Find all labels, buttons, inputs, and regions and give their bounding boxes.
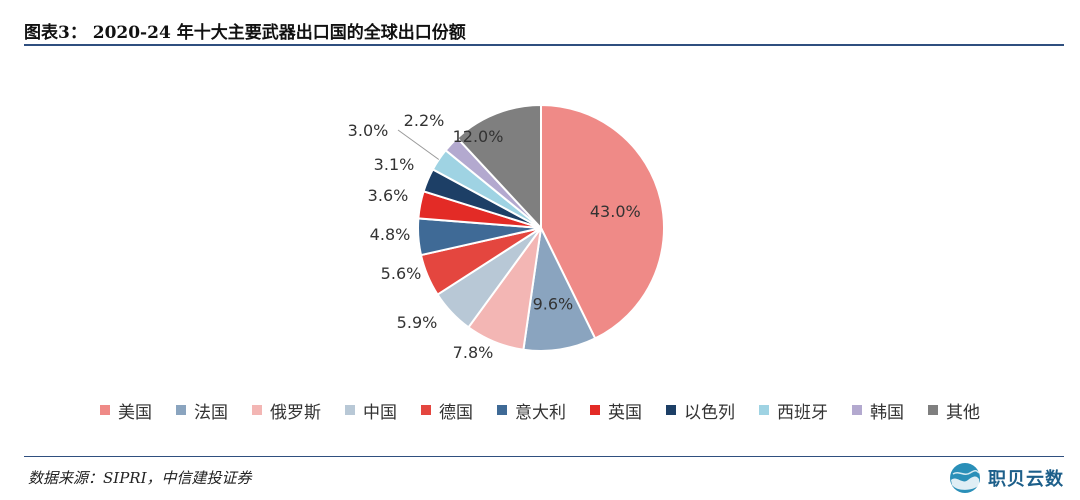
legend-item: 英国 [590,398,642,423]
data-label: 4.8% [370,225,411,244]
legend-item: 韩国 [852,398,904,423]
legend-label: 美国 [118,402,152,423]
data-label: 9.6% [533,294,574,313]
legend-label: 意大利 [515,402,566,423]
legend-swatch [421,405,431,415]
brand-logo: 职贝云数 [948,461,1064,495]
data-label: 5.9% [397,313,438,332]
legend-item: 德国 [421,398,473,423]
legend-label: 英国 [608,402,642,423]
legend-item: 美国 [100,398,152,423]
legend-item: 法国 [176,398,228,423]
figure-footer: 数据来源：SIPRI，中信建投证券 职贝云数 [24,456,1064,499]
data-label: 5.6% [381,264,422,283]
leader-line [397,129,440,160]
legend-swatch [497,405,507,415]
legend-swatch [176,405,186,415]
chart-legend: 美国 法国 俄罗斯 中国 德国 意大利 英国 以色列 西班牙 韩国 其他 [0,395,1080,425]
legend-swatch [252,405,262,415]
legend-swatch [100,405,110,415]
data-label: 12.0% [453,127,504,146]
legend-label: 俄罗斯 [270,402,321,423]
legend-label: 其他 [946,402,980,423]
legend-item: 西班牙 [759,398,828,423]
legend-swatch [590,405,600,415]
legend-label: 德国 [439,402,473,423]
legend-item: 意大利 [497,398,566,423]
pie-slice [540,103,666,340]
legend-swatch [852,405,862,415]
globe-wave-icon [950,463,980,493]
pie-chart-svg: 43.0% 9.6% 7.8% 5.9% 5.6% 4.8% 3.6% 3.1% 3.0% 2.2… [348,103,666,362]
legend-label: 以色列 [684,402,735,423]
figure-header: 图表3： 2020-24 年十大主要武器出口国的全球出口份额 [24,14,1064,46]
pie-slice [455,103,542,231]
legend-item: 其他 [928,398,980,423]
legend-swatch [666,405,676,415]
figure-title: 图表3： 2020-24 年十大主要武器出口国的全球出口份额 [24,23,466,43]
data-label: 7.8% [453,343,494,362]
legend-item: 以色列 [666,398,735,423]
legend-swatch [928,405,938,415]
legend-label: 法国 [194,402,228,423]
pie-chart: 43.0% 9.6% 7.8% 5.9% 5.6% 4.8% 3.6% 3.1% 3.0% 2.2… [0,50,1080,450]
data-label: 3.0% [348,121,389,140]
data-label: 3.1% [374,155,415,174]
data-label: 43.0% [590,202,641,221]
data-label: 3.6% [368,186,409,205]
legend-item: 中国 [345,398,397,423]
data-label: 2.2% [404,111,445,130]
legend-swatch [345,405,355,415]
legend-label: 韩国 [870,402,904,423]
source-note: 数据来源：SIPRI，中信建投证券 [28,469,252,487]
legend-item: 俄罗斯 [252,398,321,423]
legend-label: 西班牙 [777,402,828,423]
brand-name: 职贝云数 [988,469,1064,490]
legend-swatch [759,405,769,415]
legend-label: 中国 [363,402,397,423]
